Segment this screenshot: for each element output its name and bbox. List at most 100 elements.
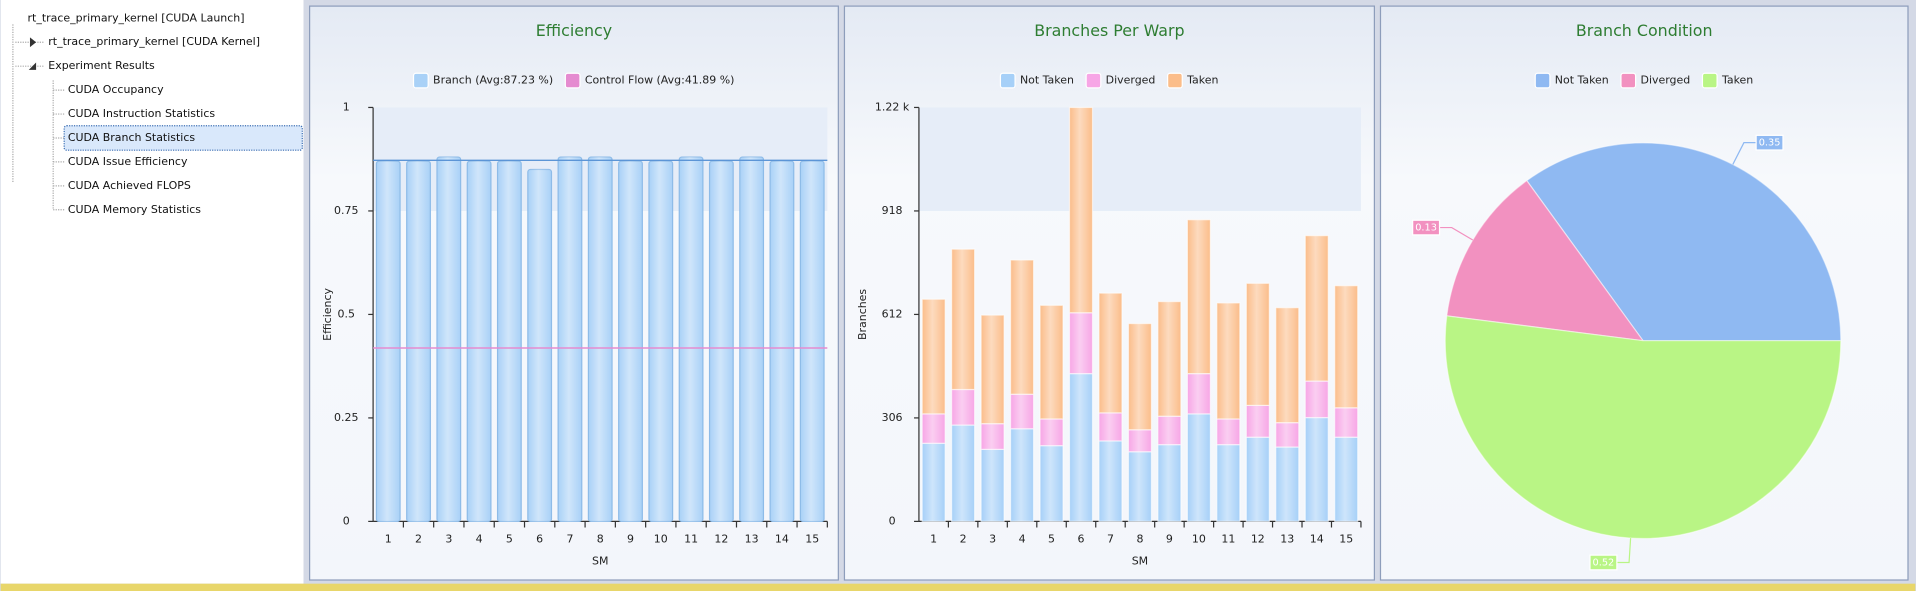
legend-label: Diverged: [1106, 74, 1156, 87]
bar-shine: [951, 389, 975, 426]
y-axis-label: Branches: [856, 289, 869, 340]
legend-swatch: [564, 72, 581, 89]
bar-shine: [1040, 445, 1064, 522]
x-tick-label: 13: [745, 533, 759, 546]
bar-shine: [981, 423, 1005, 450]
bar-shine: [497, 161, 522, 522]
bar-shine: [1128, 451, 1152, 522]
label-box: [1589, 554, 1618, 571]
x-tick-label: 15: [1339, 533, 1353, 546]
legend-swatch: [1085, 72, 1102, 89]
bar-shine: [1098, 293, 1122, 413]
pie-slice: [1446, 179, 1645, 342]
legend-label: Taken: [1186, 74, 1218, 87]
x-axis-label: SM: [1132, 555, 1148, 568]
y-tick-label: 1.22 k: [875, 100, 910, 113]
bar-shine: [1187, 413, 1211, 522]
data-label: 0.35: [1759, 138, 1781, 149]
legend-label: Diverged: [1640, 74, 1690, 87]
chart-title: Branches Per Warp: [1034, 21, 1184, 40]
x-tick-label: 2: [960, 533, 967, 546]
tree-panel: [0, 0, 304, 584]
tree-item[interactable]: CUDA Instruction Statistics: [68, 107, 216, 120]
bar-shine: [1275, 422, 1299, 447]
tree-item[interactable]: Experiment Results: [48, 59, 155, 72]
y-axis-label: Efficiency: [321, 288, 334, 341]
x-tick-label: 6: [1078, 533, 1085, 546]
bar-shine: [1334, 285, 1358, 408]
bar-shine: [1040, 305, 1064, 419]
tree-item[interactable]: rt_trace_primary_kernel [CUDA Kernel]: [48, 35, 260, 48]
x-tick-label: 1: [930, 533, 937, 546]
bar-shine: [1069, 373, 1093, 522]
x-tick-label: 9: [1166, 533, 1173, 546]
x-tick-label: 5: [1048, 533, 1055, 546]
x-tick-label: 10: [654, 533, 668, 546]
bar-shine: [800, 161, 825, 522]
legend-swatch: [1701, 72, 1718, 89]
x-tick-label: 4: [1019, 533, 1026, 546]
bar-shine: [1305, 381, 1329, 418]
bar-shine: [618, 161, 643, 522]
bar-shine: [922, 443, 946, 522]
bar-shine: [679, 157, 703, 522]
bar-shine: [1334, 437, 1358, 522]
bar-shine: [1334, 407, 1358, 438]
x-tick-label: 4: [476, 533, 483, 546]
x-tick-label: 14: [1310, 533, 1324, 546]
y-tick-label: 0.75: [334, 204, 358, 217]
bar-shine: [1187, 219, 1211, 374]
legend: Not Taken Diverged Taken: [999, 72, 1218, 89]
bar-shine: [437, 157, 461, 522]
chart-title: Branch Condition: [1576, 21, 1713, 40]
legend-label: Not Taken: [1555, 74, 1609, 87]
data-label: 0.52: [1593, 557, 1615, 568]
bar-shine: [1128, 323, 1152, 430]
legend: Not Taken Diverged Taken: [1534, 72, 1753, 89]
bar-shine: [739, 157, 764, 522]
x-axis-label: SM: [592, 555, 608, 568]
tree-item[interactable]: CUDA Achieved FLOPS: [68, 179, 191, 192]
x-tick-label: 7: [566, 533, 573, 546]
x-tick-label: 11: [1221, 533, 1235, 546]
x-tick-label: 10: [1192, 533, 1206, 546]
expander[interactable]: [29, 37, 37, 48]
bar-shine: [1040, 418, 1064, 446]
x-tick-label: 3: [989, 533, 996, 546]
x-tick-label: 3: [445, 533, 452, 546]
legend-label: Control Flow (Avg:41.89 %): [585, 74, 735, 87]
tree-item[interactable]: CUDA Memory Statistics: [68, 203, 201, 216]
bar-shine: [1069, 107, 1093, 313]
x-tick-label: 12: [1251, 533, 1265, 546]
bar-shine: [1098, 440, 1122, 522]
tree-item[interactable]: CUDA Occupancy: [68, 83, 164, 96]
x-tick-label: 8: [597, 533, 604, 546]
label-box: [1755, 134, 1784, 151]
bar-shine: [1305, 417, 1329, 522]
bar-shine: [1157, 416, 1181, 445]
legend-swatch: [1534, 72, 1551, 89]
x-tick-label: 13: [1280, 533, 1294, 546]
expander[interactable]: [28, 62, 37, 70]
legend-label: Taken: [1721, 74, 1753, 87]
bar-shine: [1275, 307, 1299, 423]
bar-shine: [527, 169, 552, 522]
tree-item[interactable]: CUDA Issue Efficiency: [68, 155, 188, 168]
x-tick-label: 1: [385, 533, 392, 546]
bar-shine: [1187, 373, 1211, 414]
y-tick-label: 0.25: [334, 411, 358, 424]
x-tick-label: 9: [627, 533, 634, 546]
tree-item[interactable]: CUDA Branch Statistics: [68, 131, 196, 144]
tree-item[interactable]: rt_trace_primary_kernel [CUDA Launch]: [28, 11, 245, 24]
bar-shine: [1157, 444, 1181, 522]
bar-shine: [376, 161, 401, 522]
legend-swatch: [1620, 72, 1637, 89]
bar-shine: [1216, 302, 1240, 419]
legend-label: Branch (Avg:87.23 %): [433, 74, 553, 87]
bar-shine: [709, 161, 734, 522]
label-leader: [1616, 538, 1632, 564]
y-tick-label: 1: [343, 100, 350, 113]
legend: Branch (Avg:87.23 %) Control Flow (Avg:41…: [412, 72, 735, 89]
